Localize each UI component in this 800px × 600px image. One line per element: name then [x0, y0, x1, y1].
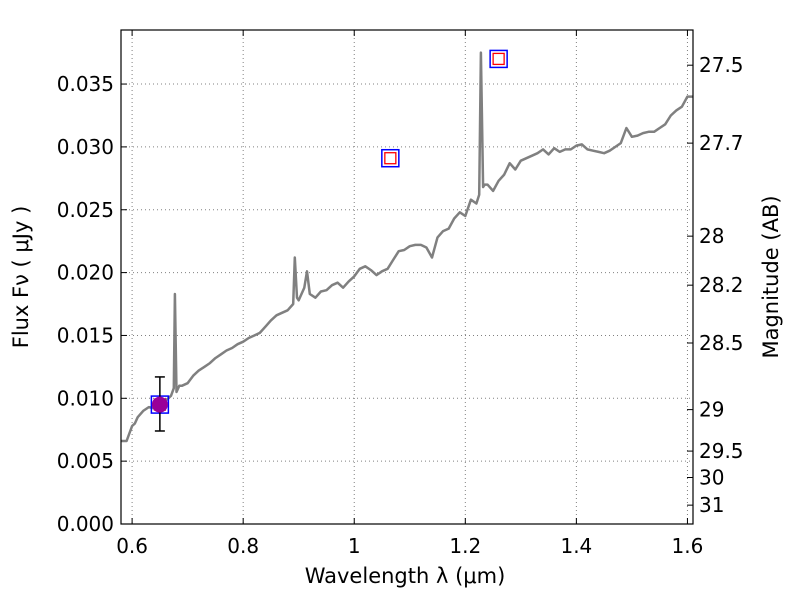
- x-axis-label: Wavelength λ (μm): [305, 564, 506, 588]
- y-tick-label: 0.020: [57, 261, 114, 285]
- y-axis-label-left: Flux Fν ( μJy ): [9, 206, 33, 349]
- y-tick-label: 0.030: [57, 135, 114, 159]
- y-tick-label: 0.035: [57, 72, 114, 96]
- x-tick-label: 1.6: [672, 534, 704, 558]
- photometry-square-inner: [492, 52, 505, 66]
- x-tick-label: 1.2: [449, 534, 481, 558]
- magnitude-tick-label: 29: [699, 398, 724, 422]
- x-tick-label: 1.4: [560, 534, 592, 558]
- y-tick-label: 0.005: [57, 449, 114, 473]
- magnitude-tick-label: 28: [699, 224, 724, 248]
- spectrum-line: [121, 51, 693, 443]
- y-tick-label: 0.000: [57, 512, 114, 536]
- x-tick-label: 0.8: [227, 534, 259, 558]
- photometry-square-outer: [381, 148, 400, 168]
- y-axis-label-right: Magnitude (AB): [759, 195, 783, 358]
- magnitude-tick-label: 28.2: [699, 273, 744, 297]
- measured-point: [151, 396, 168, 413]
- magnitude-tick-label: 27.5: [699, 53, 744, 77]
- grid-lines: [121, 30, 693, 525]
- magnitude-tick-label: 27.7: [699, 131, 744, 155]
- y-axis-right: 27.5 27.7 28 28.2 28.5 29 29.530 31: [687, 53, 744, 517]
- x-tick-label: 1: [348, 534, 361, 558]
- photometry-square-inner: [384, 152, 397, 165]
- plot-frame: [120, 29, 694, 525]
- magnitude-tick-label: 30: [699, 465, 724, 489]
- x-tick-label: 0.6: [116, 534, 148, 558]
- spectrum-series: [121, 51, 693, 443]
- magnitude-tick-label: 29.5: [699, 439, 744, 463]
- x-axis: 0.6 0.8 1 1.2 1.4 1.6: [116, 30, 703, 558]
- y-tick-label: 0.010: [57, 386, 114, 410]
- photometry-markers: [150, 49, 508, 432]
- y-tick-label: 0.015: [57, 323, 114, 347]
- magnitude-tick-label: 28.5: [699, 331, 744, 355]
- y-tick-label: 0.025: [57, 198, 114, 222]
- y-axis-left: 0.000 0.005 0.010 0.015 0.020 0.025 0.030 0.035: [57, 72, 127, 536]
- magnitude-tick-label: 31: [699, 493, 724, 517]
- photometry-square-outer: [489, 49, 508, 69]
